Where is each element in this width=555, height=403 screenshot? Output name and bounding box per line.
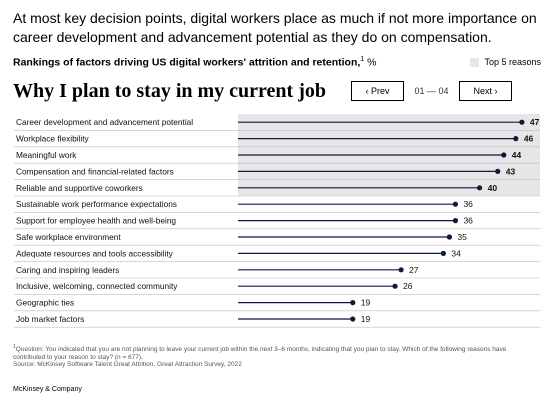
headline: At most key decision points, digital wor… xyxy=(13,10,537,45)
bar-dot xyxy=(350,300,356,306)
bar-dot xyxy=(398,267,404,273)
value-label: 26 xyxy=(403,281,413,291)
bar-dot xyxy=(501,152,507,158)
category-label: Safe workplace environment xyxy=(16,232,121,242)
prev-button[interactable]: ‹ Prev xyxy=(351,81,404,101)
category-label: Workplace flexibility xyxy=(16,134,90,144)
legend: Top 5 reasons xyxy=(470,57,541,67)
bar-dot xyxy=(446,234,452,240)
category-label: Inclusive, welcoming, connected communit… xyxy=(16,281,178,291)
category-label: Sustainable work performance expectation… xyxy=(16,199,177,209)
value-label: 46 xyxy=(524,134,534,144)
bar-dot xyxy=(477,185,483,191)
value-label: 44 xyxy=(512,150,522,160)
category-label: Meaningful work xyxy=(16,150,77,160)
page-indicator: 01 — 04 xyxy=(414,86,449,96)
subtitle-text: Rankings of factors driving US digital w… xyxy=(13,56,361,69)
subtitle-footnote-marker: 1 xyxy=(360,56,365,63)
category-label: Geographic ties xyxy=(16,298,74,308)
legend-swatch-icon xyxy=(470,57,480,67)
footnote-source: Source: McKinsey Software Talent Great A… xyxy=(13,361,242,369)
value-label: 27 xyxy=(409,265,419,275)
brand-logo: McKinsey & Company xyxy=(13,386,82,393)
value-label: 19 xyxy=(361,314,371,324)
chart-subtitle: Rankings of factors driving US digital w… xyxy=(13,56,376,69)
value-label: 36 xyxy=(463,199,473,209)
footnote-marker: 1 xyxy=(13,344,16,350)
category-label: Compensation and financial-related facto… xyxy=(16,166,174,176)
category-label: Support for employee health and well-bei… xyxy=(16,216,176,226)
value-label: 19 xyxy=(361,298,371,308)
bar-dot xyxy=(440,250,446,256)
bar-dot xyxy=(495,168,501,174)
footnote: 1Question: You indicated that you are no… xyxy=(13,344,513,369)
bar-dot xyxy=(392,283,398,289)
bar-dot xyxy=(452,201,459,207)
bar-dot xyxy=(452,218,459,224)
subtitle-unit: % xyxy=(364,56,377,69)
category-label: Caring and inspiring leaders xyxy=(16,265,119,275)
bar-dot xyxy=(350,316,356,322)
legend-label: Top 5 reasons xyxy=(484,57,541,67)
footnote-question: Question: You indicated that you are not… xyxy=(13,346,507,361)
category-label: Career development and advancement poten… xyxy=(16,117,193,127)
bar-dot xyxy=(513,136,519,142)
category-label: Job market factors xyxy=(16,314,84,324)
next-button[interactable]: Next › xyxy=(459,81,512,101)
category-label: Reliable and supportive coworkers xyxy=(16,183,143,193)
value-label: 36 xyxy=(463,216,473,226)
value-label: 40 xyxy=(488,183,498,193)
value-label: 47 xyxy=(530,117,540,127)
category-label: Adequate resources and tools accessibili… xyxy=(16,248,174,258)
chart-title: Why I plan to stay in my current job xyxy=(13,80,326,102)
bar-dot xyxy=(519,119,525,125)
value-label: 34 xyxy=(451,248,461,258)
value-label: 43 xyxy=(506,166,516,176)
value-label: 35 xyxy=(457,232,467,242)
